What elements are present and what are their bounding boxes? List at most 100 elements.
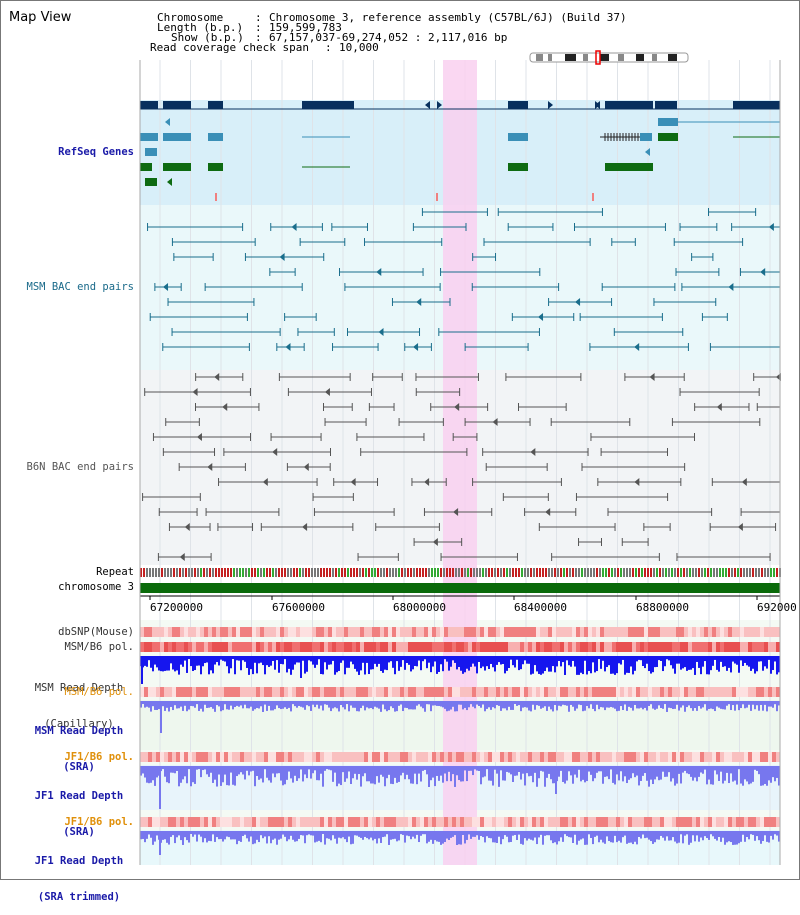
read-depth-bar bbox=[724, 766, 726, 781]
track-label-repeat[interactable]: Repeat bbox=[96, 566, 134, 578]
read-depth-bar bbox=[164, 831, 166, 840]
track-label-dbsnp[interactable]: dbSNP(Mouse) bbox=[58, 626, 134, 638]
polymorphism-cell bbox=[460, 642, 464, 652]
read-depth-bar bbox=[260, 831, 262, 836]
read-depth-bar bbox=[330, 766, 332, 771]
polymorphism-cell bbox=[348, 817, 352, 827]
polymorphism-cell bbox=[268, 817, 272, 827]
read-depth-bar bbox=[168, 656, 170, 671]
read-depth-bar bbox=[660, 656, 662, 661]
read-depth-bar bbox=[192, 766, 194, 783]
read-depth-bar bbox=[642, 831, 644, 835]
read-depth-bar bbox=[656, 831, 658, 840]
read-depth-bar bbox=[232, 831, 234, 840]
track-label-jf1-b6-pol-2[interactable]: JF1/B6 pol. bbox=[64, 816, 134, 828]
read-depth-bar bbox=[398, 766, 400, 782]
read-depth-bar bbox=[194, 831, 196, 835]
read-depth-bar bbox=[582, 656, 584, 675]
polymorphism-cell bbox=[716, 687, 720, 697]
polymorphism-cell bbox=[660, 752, 664, 762]
track-label-refseq-genes[interactable]: RefSeq Genes bbox=[58, 146, 134, 158]
track-label-msm-b6-pol[interactable]: MSM/B6 pol. bbox=[64, 641, 134, 653]
read-depth-bar bbox=[542, 701, 544, 708]
repeat-mark bbox=[650, 568, 652, 577]
read-depth-bar bbox=[210, 831, 212, 842]
read-depth-bar bbox=[366, 656, 368, 663]
read-depth-bar bbox=[310, 831, 312, 836]
read-depth-bar bbox=[142, 831, 144, 839]
polymorphism-cell bbox=[360, 642, 364, 652]
polymorphism-cell bbox=[168, 627, 172, 637]
track-label-b6n-bac[interactable]: B6N BAC end pairs bbox=[26, 461, 134, 473]
polymorphism-cell bbox=[700, 642, 704, 652]
read-depth-bar bbox=[588, 831, 590, 835]
polymorphism-cell bbox=[380, 817, 384, 827]
polymorphism-cell bbox=[288, 687, 292, 697]
polymorphism-cell bbox=[520, 642, 524, 652]
bac-pair-arrow bbox=[184, 523, 190, 531]
track-label-msm-b6-pol-2[interactable]: MSM/B6 pol. bbox=[64, 686, 134, 698]
read-depth-bar bbox=[256, 766, 258, 776]
read-depth-bar bbox=[506, 701, 508, 711]
read-depth-bar bbox=[634, 701, 636, 705]
read-depth-bar bbox=[610, 766, 612, 770]
track-label-jf1-b6-pol[interactable]: JF1/B6 pol. bbox=[64, 751, 134, 763]
polymorphism-cell bbox=[536, 817, 540, 827]
polymorphism-cell bbox=[216, 627, 220, 637]
read-depth-bar bbox=[548, 831, 550, 836]
polymorphism-cell bbox=[364, 752, 368, 762]
read-depth-bar bbox=[312, 766, 314, 774]
read-depth-bar bbox=[164, 766, 166, 777]
track-label-msm-read-depth-sra[interactable]: MSM Read Depth (SRA) bbox=[24, 701, 134, 785]
polymorphism-cell bbox=[364, 817, 368, 827]
read-depth-bar bbox=[242, 831, 244, 837]
polymorphism-cell bbox=[368, 817, 372, 827]
read-depth-bar bbox=[448, 656, 450, 671]
gene-arrow bbox=[595, 101, 600, 109]
polymorphism-cell bbox=[240, 817, 244, 827]
polymorphism-cell bbox=[444, 627, 448, 637]
polymorphism-cell bbox=[596, 627, 600, 637]
track-label-jf1-read-depth-trimmed[interactable]: JF1 Read Depth (SRA trimmed) bbox=[24, 831, 134, 915]
read-depth-bar bbox=[314, 656, 316, 668]
read-depth-bar bbox=[778, 701, 780, 706]
polymorphism-cell bbox=[444, 817, 448, 827]
read-depth-bar bbox=[582, 766, 584, 780]
read-depth-bar bbox=[356, 701, 358, 712]
read-depth-bar bbox=[334, 766, 336, 773]
polymorphism-cell bbox=[200, 817, 204, 827]
polymorphism-cell bbox=[556, 642, 560, 652]
polymorphism-cell bbox=[580, 687, 584, 697]
bac-pair-arrow bbox=[538, 313, 544, 321]
read-depth-bar bbox=[766, 831, 768, 842]
read-depth-bar bbox=[344, 701, 346, 710]
read-depth-bar bbox=[538, 766, 540, 779]
read-depth-bar bbox=[492, 766, 494, 786]
read-depth-bar bbox=[558, 701, 560, 706]
read-depth-bar bbox=[614, 701, 616, 709]
read-depth-bar bbox=[394, 656, 396, 675]
track-label-chromosome[interactable]: chromosome 3 bbox=[58, 581, 134, 593]
track-label-msm-bac[interactable]: MSM BAC end pairs bbox=[26, 281, 134, 293]
read-depth-bar bbox=[198, 766, 200, 770]
read-depth-bar bbox=[370, 766, 372, 784]
polymorphism-cell bbox=[460, 752, 464, 762]
polymorphism-cell bbox=[616, 687, 620, 697]
read-depth-bar bbox=[206, 656, 208, 663]
polymorphism-cell bbox=[684, 687, 688, 697]
polymorphism-cell bbox=[620, 752, 624, 762]
track-label-msm-read-depth-capillary[interactable]: MSM Read Depth (Capillary) bbox=[24, 658, 134, 742]
read-depth-bar bbox=[568, 701, 570, 712]
polymorphism-cell bbox=[472, 642, 476, 652]
polymorphism-cell bbox=[308, 752, 312, 762]
read-depth-bar bbox=[528, 701, 530, 711]
read-depth-bar bbox=[508, 766, 510, 773]
read-depth-bar bbox=[356, 831, 358, 836]
polymorphism-cell bbox=[184, 627, 188, 637]
read-depth-spike bbox=[159, 766, 161, 809]
track-label-jf1-read-depth-sra[interactable]: JF1 Read Depth (SRA) bbox=[24, 766, 134, 850]
read-depth-bar bbox=[546, 766, 548, 778]
repeat-mark bbox=[392, 568, 394, 577]
read-depth-bar bbox=[162, 766, 164, 770]
polymorphism-cell bbox=[284, 752, 288, 762]
